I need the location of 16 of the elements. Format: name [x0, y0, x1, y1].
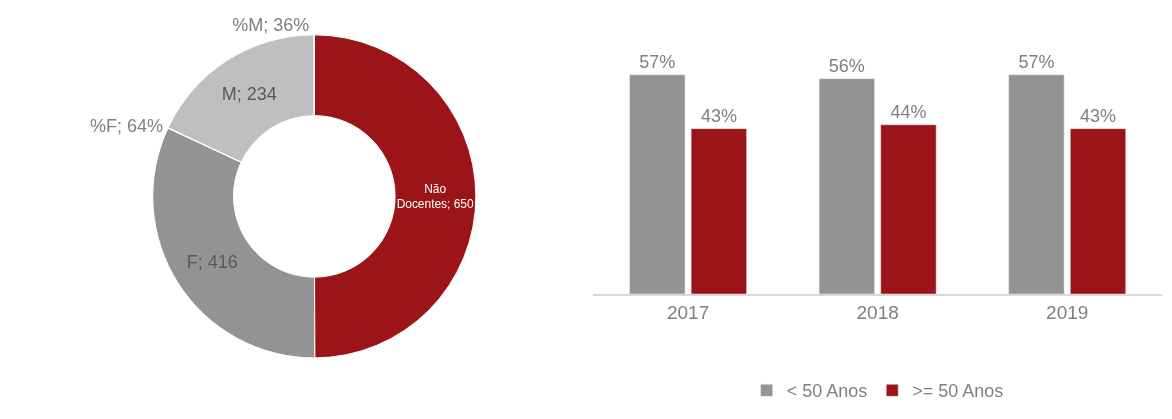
slice-label: M; 234: [221, 84, 277, 105]
data-label: 44%: [890, 101, 927, 122]
slice-label: %M; 36%: [232, 14, 310, 35]
slice-label: F; 416: [186, 251, 238, 272]
data-label: 57%: [1018, 51, 1055, 72]
x-tick-label: 2017: [666, 301, 710, 323]
data-label: 43%: [700, 105, 737, 126]
slice-label: Não Docentes; 650: [396, 181, 474, 212]
data-label: 43%: [1080, 105, 1117, 126]
legend-label: < 50 Anos: [786, 381, 868, 402]
data-label: 57%: [639, 51, 676, 72]
slice-label: %F; 64%: [89, 116, 164, 137]
data-label: 56%: [828, 55, 865, 76]
legend-label: >= 50 Anos: [912, 381, 1004, 402]
x-tick-label: 2019: [1046, 301, 1089, 323]
x-tick-label: 2018: [856, 301, 899, 323]
